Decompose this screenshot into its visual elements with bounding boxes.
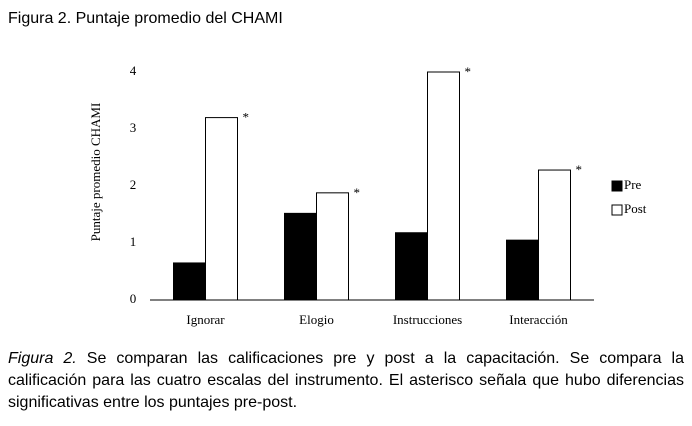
legend-label: Pre	[624, 177, 642, 192]
caption: Figura 2. Se comparan las calificaciones…	[8, 348, 684, 414]
bar	[316, 192, 349, 301]
caption-label: Figura 2.	[8, 350, 77, 367]
y-axis-label: Puntaje promedio CHAMI	[88, 103, 103, 242]
y-tick-label: 0	[130, 291, 137, 306]
bar	[427, 71, 460, 301]
x-tick-label: Ignorar	[186, 312, 225, 327]
x-tick-label: Elogio	[299, 312, 334, 327]
significance-marker: *	[243, 110, 250, 125]
y-tick-label: 3	[130, 120, 137, 135]
significance-marker: *	[576, 162, 583, 177]
chart: Figura 2. Puntaje promedio del CHAMI Pun…	[8, 10, 647, 327]
y-tick-label: 2	[130, 177, 137, 192]
bar	[173, 262, 206, 301]
bar	[395, 232, 428, 301]
y-tick-label: 1	[130, 234, 137, 249]
bar	[506, 239, 539, 301]
bar	[538, 169, 571, 301]
significance-marker: *	[465, 64, 472, 79]
chart-title: Figura 2. Puntaje promedio del CHAMI	[8, 10, 283, 27]
caption-text: Se comparan las calificaciones pre y pos…	[8, 350, 685, 411]
significance-marker: *	[354, 185, 361, 200]
bar	[205, 117, 238, 301]
legend-label: Post	[624, 201, 647, 216]
y-tick-label: 4	[130, 63, 137, 78]
x-tick-label: Interacción	[509, 312, 568, 327]
x-tick-label: Instrucciones	[393, 312, 462, 327]
legend-swatch	[611, 180, 623, 192]
bar	[284, 212, 317, 301]
legend-swatch	[611, 204, 623, 216]
